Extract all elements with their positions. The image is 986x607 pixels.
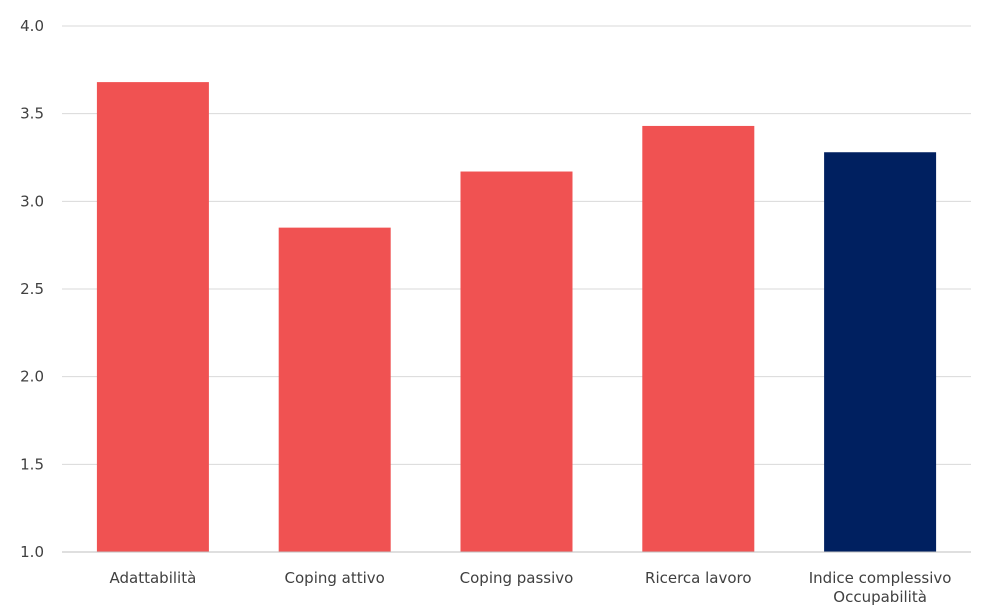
y-tick-label: 1.5 xyxy=(20,455,44,473)
y-tick-label: 1.0 xyxy=(20,543,44,561)
x-axis-category-labels: Adattabilità Coping attivo Coping passivo R… xyxy=(110,569,952,606)
y-tick-label: 2.0 xyxy=(20,368,44,386)
bar xyxy=(96,82,209,553)
bar xyxy=(642,125,755,552)
y-tick-label: 3.0 xyxy=(20,192,44,210)
y-tick-label: 3.5 xyxy=(20,105,44,123)
x-category-label: Coping attivo xyxy=(285,569,385,587)
y-tick-label: 4.0 xyxy=(20,17,44,35)
bar xyxy=(824,152,937,553)
x-category-label: Indice complessivo Occupabilità xyxy=(809,569,952,606)
x-category-label: Adattabilità xyxy=(110,569,197,587)
bars xyxy=(96,82,937,553)
bar xyxy=(460,171,573,552)
y-axis-tick-labels: 1.0 1.5 2.0 2.5 3.0 3.5 4.0 xyxy=(20,17,44,561)
y-tick-label: 2.5 xyxy=(20,280,44,298)
bar xyxy=(278,227,391,552)
x-category-label: Coping passivo xyxy=(460,569,574,587)
x-category-label: Ricerca lavoro xyxy=(645,569,752,587)
